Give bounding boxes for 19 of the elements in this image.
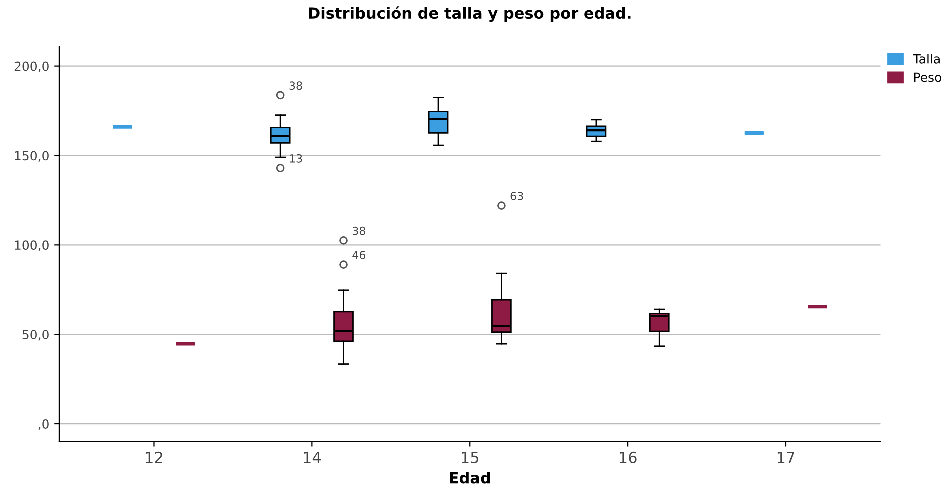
annotation: 38: [352, 226, 366, 236]
annotation: 46: [352, 251, 366, 260]
legend-label: Peso: [914, 72, 942, 82]
annotation: 63: [510, 192, 524, 200]
x-tick-label: 15: [462, 452, 478, 464]
x-tick-label: 16: [620, 452, 637, 464]
x-tick-label: 12: [146, 452, 162, 464]
y-tick-label: 100,0: [15, 240, 49, 252]
annotation: 13: [290, 154, 302, 163]
chart-title: Distribución de talla y peso por edad.: [309, 6, 631, 22]
legend-label: Talla: [913, 54, 940, 64]
y-tick-label: ,0: [38, 419, 49, 430]
y-tick-label: 150,0: [15, 151, 49, 162]
x-axis-title: Edad: [450, 472, 490, 484]
x-tick-label: 17: [778, 452, 794, 464]
y-tick-label: 200,0: [14, 62, 49, 73]
annotation: 38: [290, 82, 302, 90]
y-tick-label: 50,0: [22, 330, 49, 341]
x-tick-label: 14: [304, 452, 322, 464]
